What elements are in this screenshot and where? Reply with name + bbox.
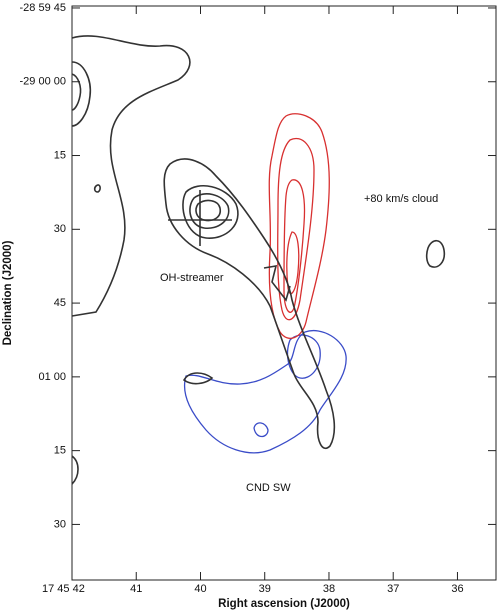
y-tick-label: 15 (54, 149, 66, 161)
y-tick-label: 30 (54, 223, 66, 235)
black-contour (71, 61, 92, 127)
plot-frame (71, 5, 497, 581)
x-tick-label: 40 (194, 583, 206, 595)
black-contour (71, 35, 191, 317)
red-emission (268, 113, 330, 339)
y-axis-label: Declination (J2000) (2, 240, 14, 345)
x-tick-label: 17 45 42 (42, 583, 85, 595)
blue-contour (253, 422, 269, 438)
x-tick-label: 36 (451, 583, 463, 595)
x-axis-label: Right ascension (J2000) (218, 598, 350, 610)
black-contour (163, 158, 336, 449)
red-contour (283, 179, 306, 313)
blue-emission (183, 330, 347, 454)
x-tick-label: 39 (259, 583, 271, 595)
x-tick-label: 37 (387, 583, 399, 595)
black-contour (93, 184, 101, 193)
red-contour (286, 231, 300, 295)
black-contour (263, 265, 291, 302)
x-tick-label: 41 (130, 583, 142, 595)
y-tick-label: 30 (54, 518, 66, 530)
y-tick-label: -29 00 00 (20, 76, 66, 88)
annotation: CND SW (246, 482, 291, 494)
annotation: +80 km/s cloud (364, 193, 438, 205)
blue-contour (286, 334, 321, 379)
y-tick-label: 15 (54, 445, 66, 457)
black-contour (189, 193, 230, 230)
x-tick-label: 38 (323, 583, 335, 595)
cross-marker (168, 190, 232, 246)
y-tick-label: 01 00 (38, 371, 66, 383)
black-contour (71, 455, 79, 485)
black-contour (195, 199, 222, 222)
black-contour (71, 73, 82, 111)
black-contour (182, 372, 214, 385)
y-tick-label: -28 59 45 (20, 2, 66, 14)
red-contour (277, 137, 315, 321)
y-tick-label: 45 (54, 297, 66, 309)
annotation: OH-streamer (160, 272, 224, 284)
black-contour (425, 239, 446, 268)
